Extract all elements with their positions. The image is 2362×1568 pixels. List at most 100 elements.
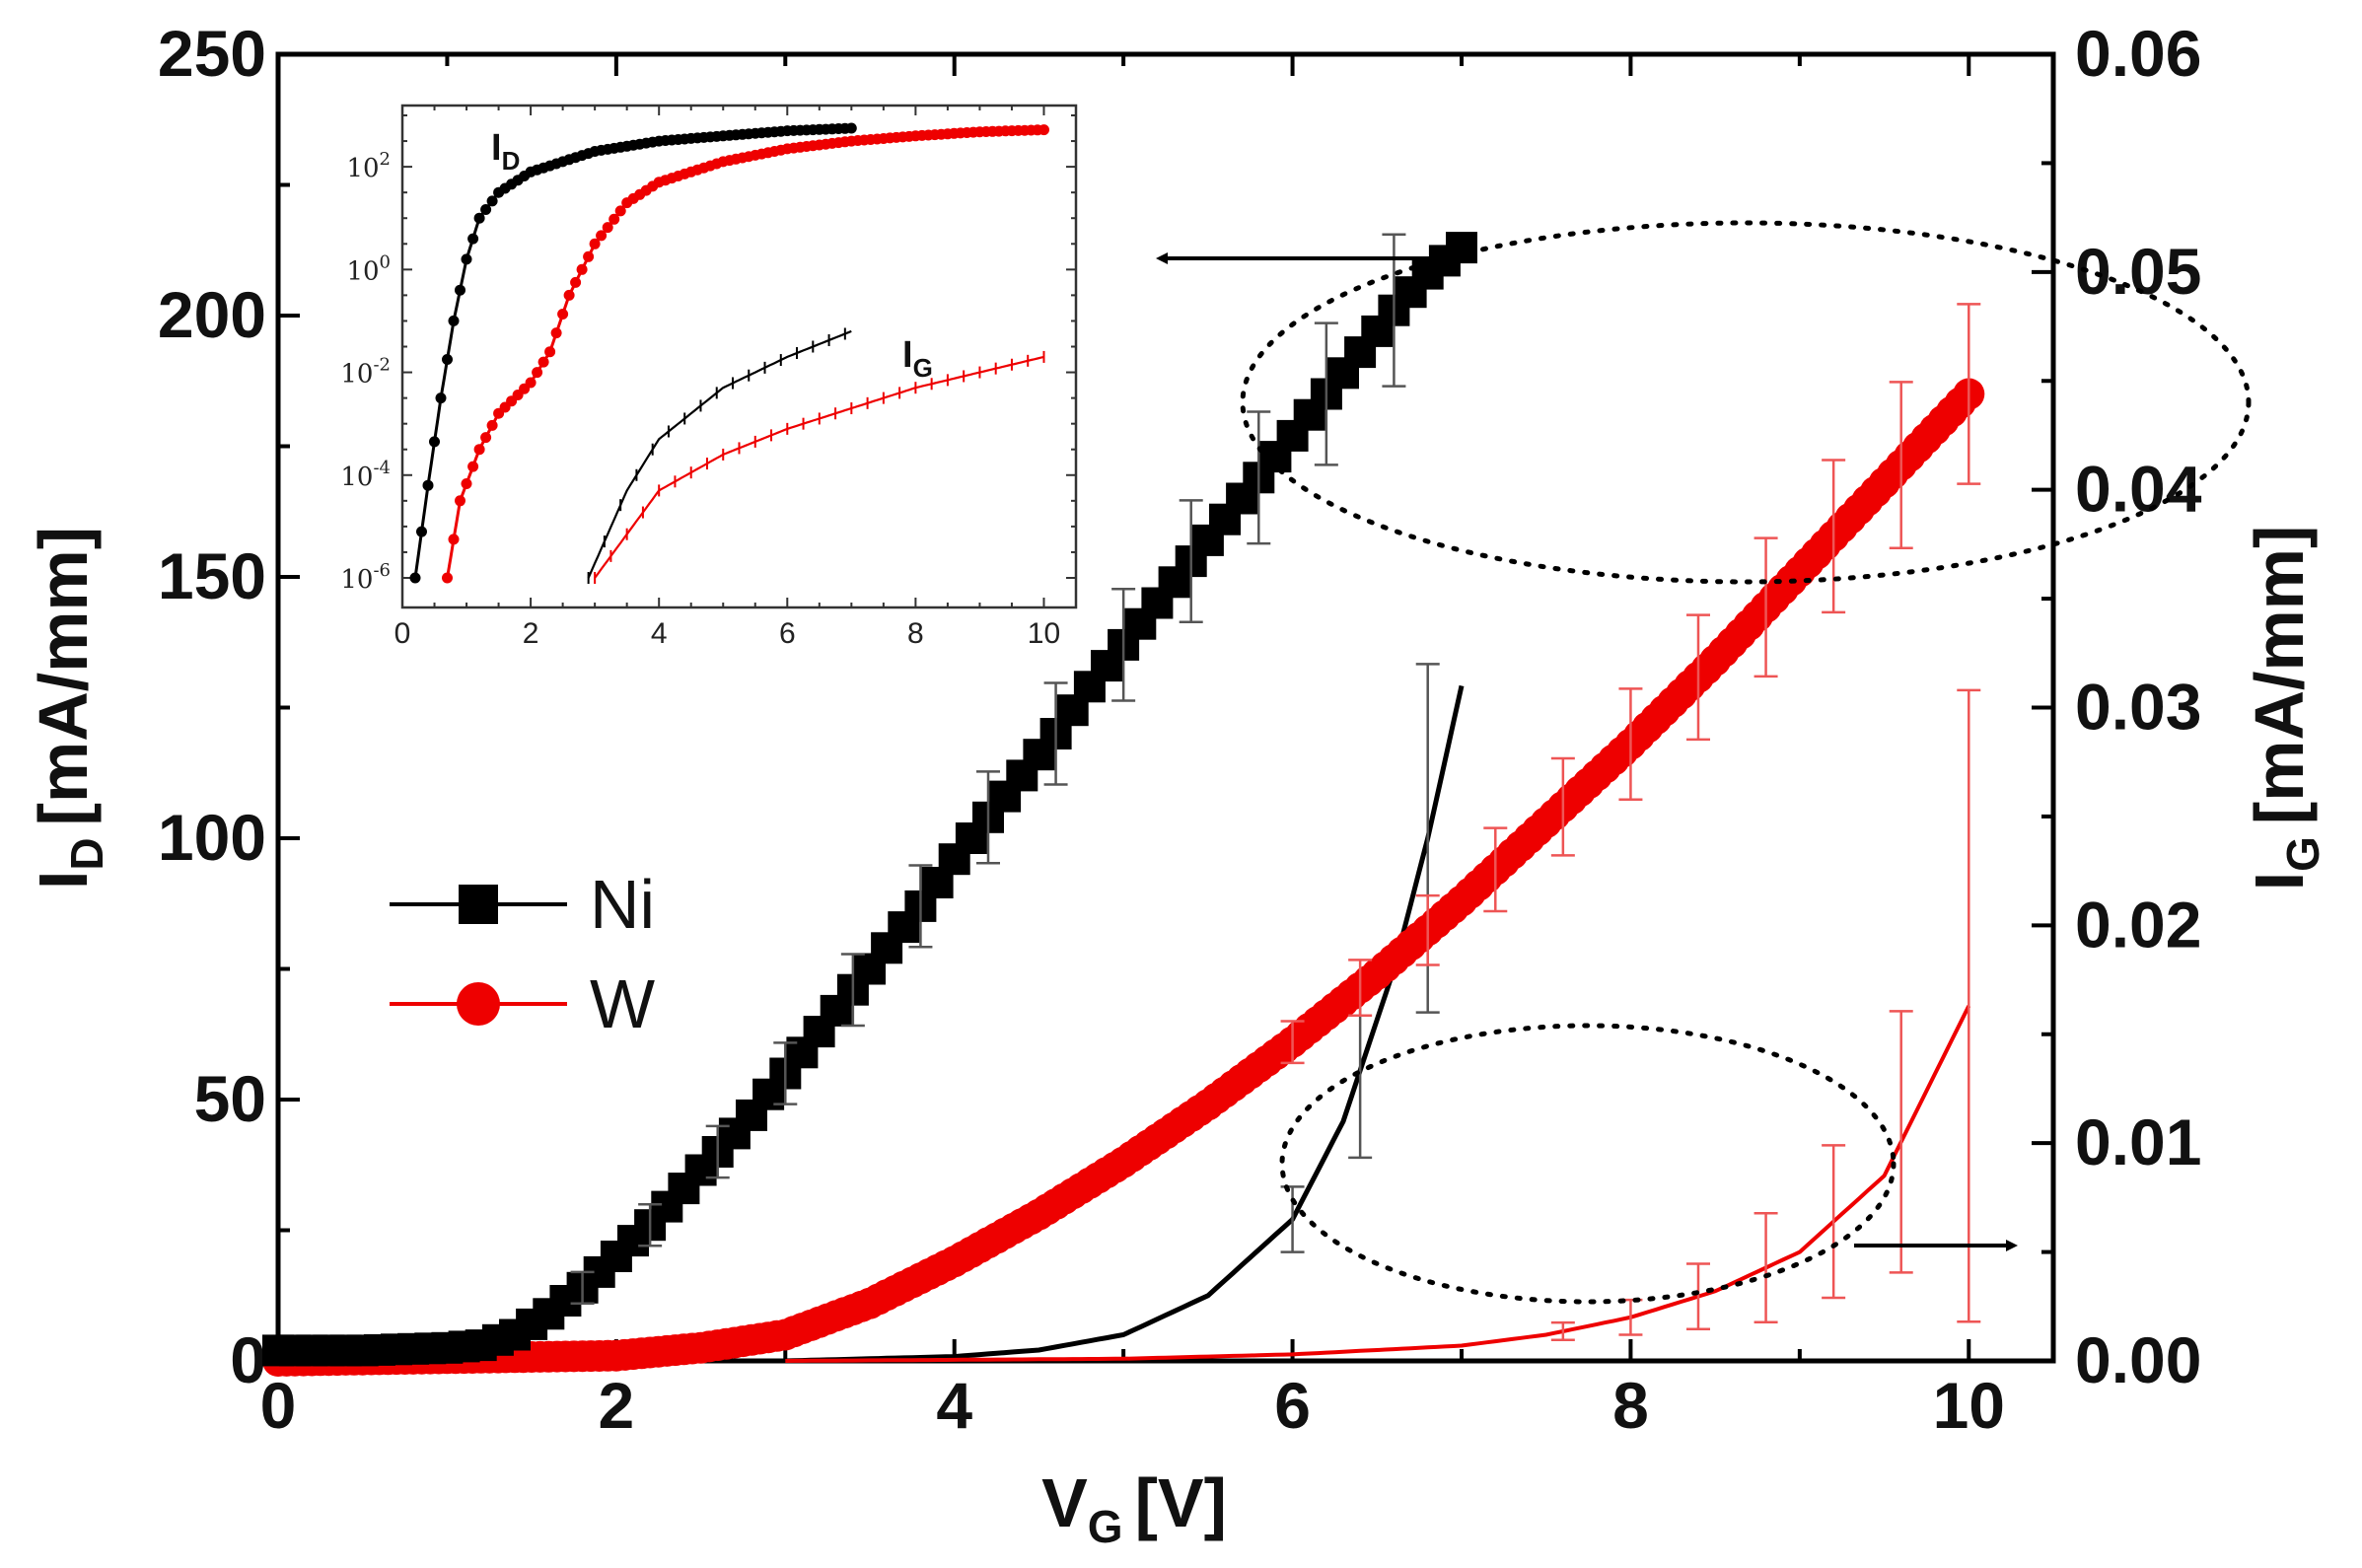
- y-left-tick-label: 100: [158, 801, 266, 874]
- y-left-tick-label: 200: [158, 278, 266, 351]
- inset-point: [1038, 124, 1049, 136]
- inset-point: [461, 478, 472, 489]
- series-ni-ig: [278, 663, 1465, 1364]
- y-right-tick-label: 0.03: [2075, 671, 2201, 744]
- inset-y-tick-base: 10: [340, 360, 373, 390]
- inset-point: [614, 205, 626, 217]
- inset-point: [409, 572, 421, 584]
- y-left-axis-title-main: I: [25, 871, 102, 890]
- y-right-tick-label: 0.01: [2075, 1105, 2201, 1178]
- y-right-axis-title-unit: [mA/mm]: [2241, 526, 2318, 824]
- inset-label-id-main: I: [491, 127, 502, 169]
- inset-x-tick-label: 0: [394, 617, 411, 650]
- y-right-tick-label: 0.05: [2075, 235, 2201, 308]
- series-w-ig: [785, 688, 1981, 1363]
- inset-point: [486, 419, 498, 431]
- inset-y-tick-exp: 0: [380, 251, 391, 272]
- inset-y-tick-label: 10-2: [340, 355, 391, 390]
- inset-x-tick-label: 8: [907, 617, 924, 650]
- inset-y-tick-base: 10: [340, 565, 373, 595]
- y-right-tick-label: 0.06: [2075, 17, 2201, 90]
- ni-ig-line: [785, 684, 1465, 1364]
- x-tick-label: 0: [260, 1369, 297, 1442]
- y-right-tick-label: 0.02: [2075, 888, 2201, 961]
- x-tick-label: 6: [1274, 1369, 1311, 1442]
- inset-label-ig: IG: [902, 334, 933, 383]
- id-ellipse-annotation: [1240, 220, 2252, 585]
- inset-point: [563, 289, 575, 301]
- inset-point: [608, 213, 620, 225]
- y-right-axis-title-main: I: [2241, 872, 2318, 891]
- inset-line-ni-i_g: [587, 329, 852, 579]
- inset-y-tick-label: 100: [346, 251, 391, 286]
- x-axis-title: VG [V]: [1041, 1464, 1227, 1552]
- inset-y-tick-exp: -2: [373, 355, 391, 376]
- inset-y-tick-exp: 2: [380, 149, 391, 170]
- inset-point: [602, 222, 613, 234]
- inset-x-tick-label: 10: [1028, 617, 1060, 650]
- x-tick-label: 8: [1612, 1369, 1649, 1442]
- main-tick-labels: 0 2 4 6 8 100501001502002500.000.010.020.030.…: [158, 17, 2202, 1442]
- inset-point: [473, 444, 485, 456]
- inset-point: [435, 392, 447, 404]
- x-axis-title-sub: G: [1088, 1501, 1123, 1552]
- ni-id-point: [1446, 232, 1477, 264]
- series-ni-id: [262, 232, 1477, 1367]
- inset-point: [448, 315, 460, 326]
- inset-background: [402, 106, 1076, 607]
- inset-point: [544, 346, 556, 358]
- y-left-tick-label: 150: [158, 539, 266, 612]
- x-tick-label: 2: [598, 1369, 634, 1442]
- inset-point: [583, 250, 595, 262]
- inset-point: [532, 367, 543, 379]
- inset-y-tick-base: 10: [346, 154, 379, 183]
- y-right-axis-title-sub: G: [2277, 836, 2328, 872]
- ig-ellipse-annotation: [1279, 1023, 1897, 1305]
- legend-ni-marker: [459, 885, 498, 924]
- y-left-tick-label: 250: [158, 17, 266, 90]
- legend-ni-label: Ni: [590, 866, 655, 943]
- inset-point: [570, 276, 582, 288]
- w-ig-line: [785, 1005, 1971, 1363]
- y-left-tick-label: 50: [194, 1062, 266, 1135]
- inset-point: [442, 354, 453, 365]
- y-left-axis-title-sub: D: [61, 837, 112, 870]
- x-tick-label: 4: [936, 1369, 972, 1442]
- y-left-axis-title: ID [mA/mm]: [25, 527, 112, 890]
- x-tick-label: 10: [1933, 1369, 2005, 1442]
- x-axis-title-unit: [V]: [1135, 1464, 1227, 1541]
- inset-point: [429, 436, 440, 448]
- inset-label-id: ID: [491, 127, 520, 176]
- inset-point: [596, 230, 608, 242]
- inset-point: [467, 233, 479, 245]
- inset-point: [461, 253, 472, 265]
- inset-point: [486, 195, 498, 207]
- inset-y-tick-label: 10-6: [340, 560, 391, 595]
- inset-point: [448, 534, 460, 545]
- legend: Ni W: [390, 866, 655, 1042]
- inset-y-tick-label: 102: [346, 149, 391, 183]
- inset-point: [537, 356, 549, 368]
- inset-point: [422, 479, 434, 491]
- inset-label-ig-main: I: [902, 334, 913, 376]
- y-left-tick-label: 0: [230, 1323, 266, 1396]
- inset-x-tick-label: 4: [651, 617, 668, 650]
- inset-point: [557, 309, 569, 320]
- inset-point: [845, 122, 857, 134]
- inset-label-ig-sub: G: [913, 353, 933, 383]
- inset-point: [455, 495, 465, 507]
- y-left-axis-title-unit: [mA/mm]: [25, 527, 102, 825]
- inset-point: [442, 572, 453, 584]
- y-right-axis-title: IG [mA/mm]: [2241, 526, 2328, 891]
- inset-x-tick-label: 2: [523, 617, 539, 650]
- inset-y-tick-base: 10: [346, 256, 379, 286]
- inset-point: [473, 212, 485, 224]
- inset-frame: [400, 104, 1078, 609]
- inset-point: [416, 526, 427, 537]
- inset-point: [589, 238, 601, 249]
- inset-y-tick-exp: -4: [373, 458, 391, 478]
- inset-point: [525, 377, 537, 389]
